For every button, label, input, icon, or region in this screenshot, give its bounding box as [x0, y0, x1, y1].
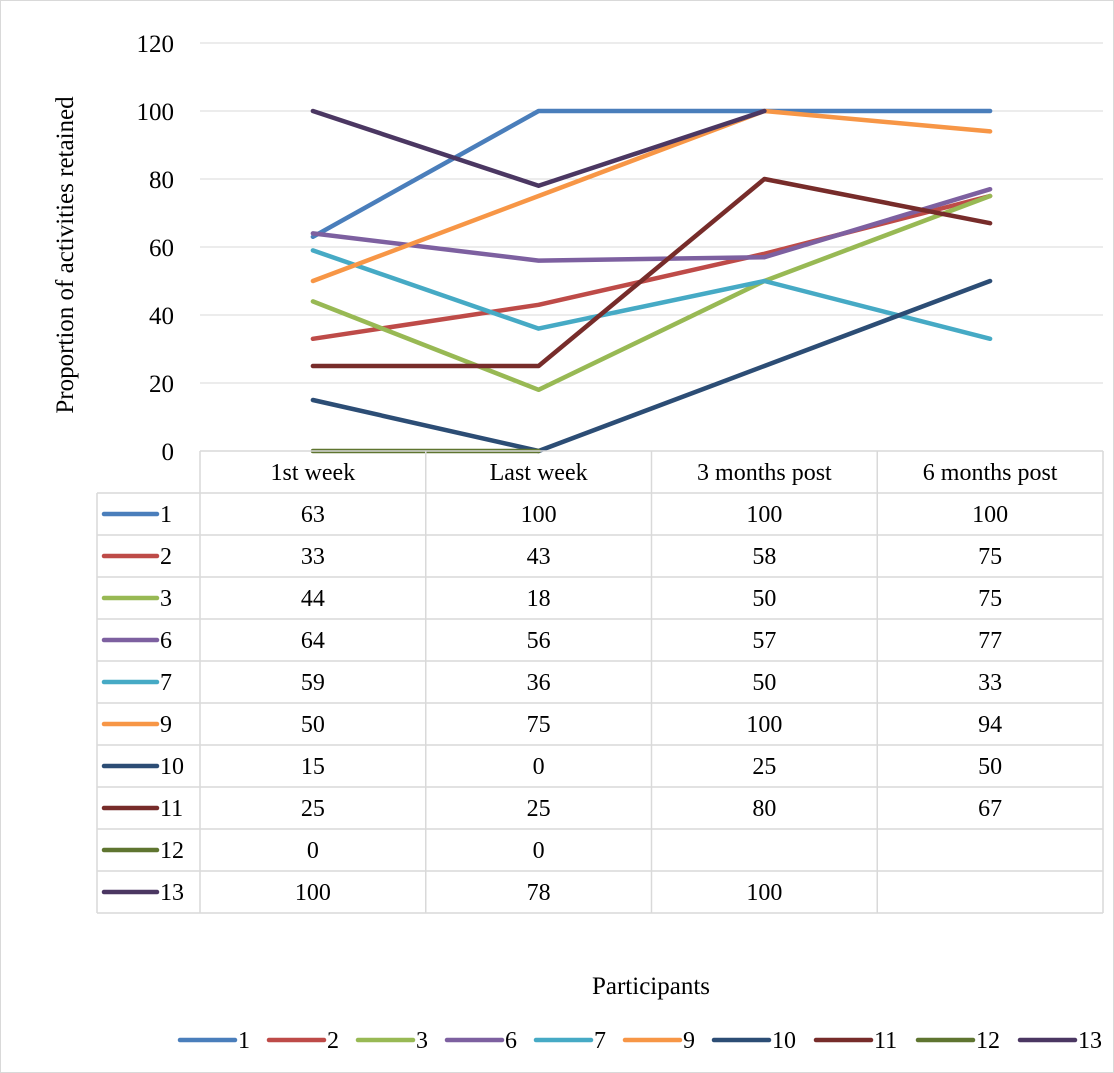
data-label: 100 — [746, 712, 782, 738]
legend-label: 2 — [327, 1028, 339, 1054]
y-tick-label: 40 — [149, 303, 174, 330]
data-label: 100 — [746, 880, 782, 906]
table-series-label: 11 — [160, 796, 183, 822]
legend-label: 7 — [594, 1028, 606, 1054]
x-tick-label: Last week — [490, 460, 588, 486]
table-series-label: 2 — [160, 544, 172, 570]
data-label: 33 — [978, 670, 1002, 696]
legend-label: 9 — [683, 1028, 695, 1054]
legend-label: 13 — [1078, 1028, 1102, 1054]
series-line-1 — [310, 108, 993, 240]
data-label: 94 — [978, 712, 1002, 738]
data-label: 0 — [533, 838, 545, 864]
table-series-label: 13 — [160, 880, 184, 906]
series-line-13 — [310, 108, 767, 189]
data-label: 57 — [752, 628, 776, 654]
y-tick-label: 80 — [149, 167, 174, 194]
table-series-label: 10 — [160, 754, 184, 780]
data-label: 15 — [301, 754, 325, 780]
data-label: 0 — [307, 838, 319, 864]
x-axis-title: Participants — [592, 973, 710, 1000]
y-tick-label: 100 — [137, 99, 175, 126]
y-tick-label: 20 — [149, 371, 174, 398]
data-label: 67 — [978, 796, 1002, 822]
data-label: 59 — [301, 670, 325, 696]
table-series-label: 12 — [160, 838, 184, 864]
legend-label: 11 — [874, 1028, 897, 1054]
legend-label: 6 — [505, 1028, 517, 1054]
legend-label: 10 — [772, 1028, 796, 1054]
data-label: 75 — [527, 712, 551, 738]
y-axis-title: Proportion of activities retained — [52, 96, 79, 414]
data-table: 1st week Last week 3 months post 6 months p… — [96, 450, 1104, 914]
y-tick-label: 60 — [149, 235, 174, 262]
data-label: 100 — [972, 502, 1008, 528]
data-label: 64 — [301, 628, 325, 654]
legend: 1 2 3 6 7 9 10 11 12 13 — [177, 1028, 1102, 1054]
data-label: 75 — [978, 586, 1002, 612]
legend-label: 3 — [416, 1028, 428, 1054]
data-label: 36 — [527, 670, 551, 696]
data-label: 0 — [533, 754, 545, 780]
series-line-3 — [310, 193, 993, 393]
y-tick-label: 120 — [137, 31, 175, 58]
data-label: 63 — [301, 502, 325, 528]
data-label: 25 — [752, 754, 776, 780]
series-line-6 — [310, 186, 993, 263]
series-line-11 — [310, 176, 993, 369]
data-label: 43 — [527, 544, 551, 570]
series-line-7 — [310, 248, 993, 342]
table-series-label: 7 — [160, 670, 172, 696]
data-label: 100 — [746, 502, 782, 528]
data-label: 18 — [527, 586, 551, 612]
data-label: 56 — [527, 628, 551, 654]
y-axis: 0 20 40 60 80 100 120 — [137, 31, 175, 466]
table-series-label: 9 — [160, 712, 172, 738]
table-series-label: 6 — [160, 628, 172, 654]
data-label: 80 — [752, 796, 776, 822]
data-label: 33 — [301, 544, 325, 570]
series-line-10 — [310, 278, 993, 454]
y-tick-label: 0 — [162, 439, 175, 466]
data-label: 50 — [301, 712, 325, 738]
series-line-9 — [310, 108, 993, 284]
table-series-label: 3 — [160, 586, 172, 612]
data-label: 50 — [978, 754, 1002, 780]
data-label: 25 — [527, 796, 551, 822]
data-label: 58 — [752, 544, 776, 570]
data-label: 50 — [752, 670, 776, 696]
data-label: 77 — [978, 628, 1002, 654]
series-lines — [310, 108, 993, 454]
data-label: 100 — [521, 502, 557, 528]
x-tick-label: 6 months post — [923, 460, 1058, 486]
legend-label: 1 — [238, 1028, 250, 1054]
table-series-label: 1 — [160, 502, 172, 528]
data-label: 25 — [301, 796, 325, 822]
data-label: 78 — [527, 880, 551, 906]
legend-label: 12 — [976, 1028, 1000, 1054]
x-tick-label: 1st week — [271, 460, 356, 486]
data-label: 75 — [978, 544, 1002, 570]
data-label: 50 — [752, 586, 776, 612]
data-label: 44 — [301, 586, 325, 612]
data-label: 100 — [295, 880, 331, 906]
x-tick-label: 3 months post — [697, 460, 832, 486]
